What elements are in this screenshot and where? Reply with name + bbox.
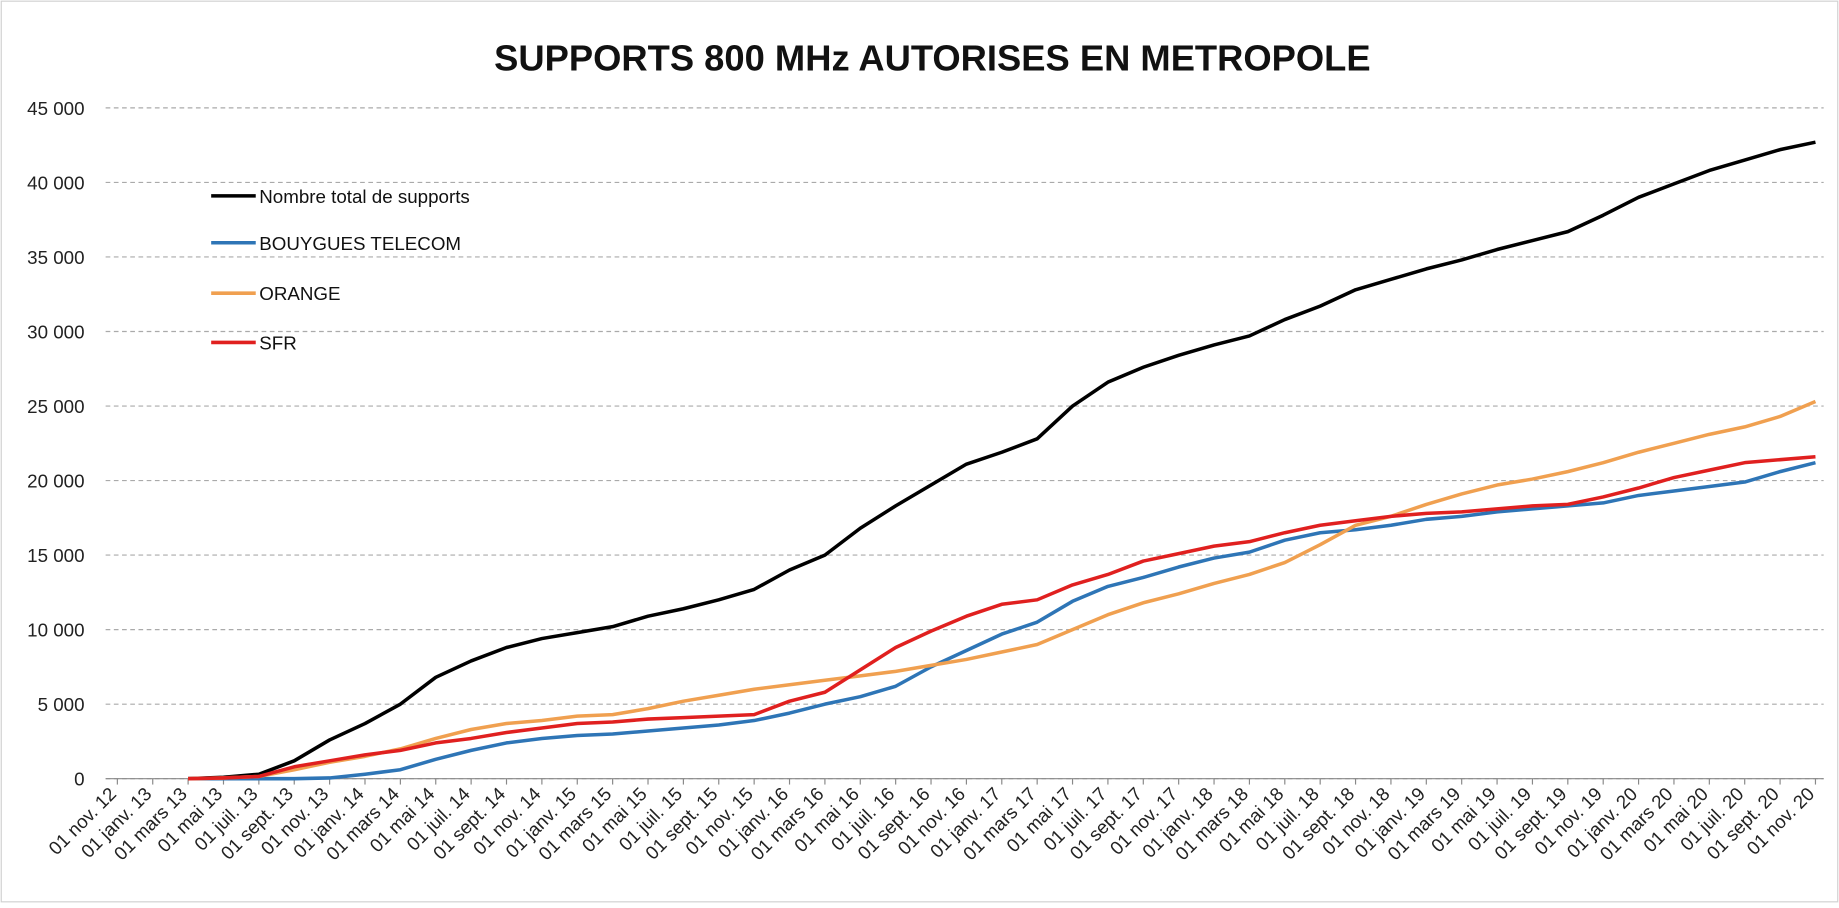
series-line: [188, 460, 1816, 781]
legend-label: Nombre total de supports: [259, 186, 470, 207]
series-line: [188, 140, 1816, 781]
y-tick-label: 35 000: [27, 247, 84, 268]
series-line: [188, 399, 1817, 781]
y-tick-label: 45 000: [27, 98, 84, 119]
chart-title: SUPPORTS 800 MHz AUTORISES EN METROPOLE: [494, 37, 1370, 78]
y-tick-label: 20 000: [27, 471, 84, 492]
y-tick-label: 25 000: [27, 396, 84, 417]
y-tick-label: 30 000: [27, 322, 84, 343]
y-tick-label: 40 000: [27, 172, 84, 193]
y-tick-label: 10 000: [27, 620, 84, 641]
legend-label: BOUYGUES TELECOM: [259, 233, 461, 254]
legend-label: SFR: [259, 332, 297, 353]
y-tick-label: 15 000: [27, 545, 84, 566]
y-tick-label: 5 000: [38, 694, 85, 715]
legend-label: ORANGE: [259, 283, 340, 304]
series-line: [188, 454, 1816, 781]
y-tick-label: 0: [74, 769, 84, 790]
